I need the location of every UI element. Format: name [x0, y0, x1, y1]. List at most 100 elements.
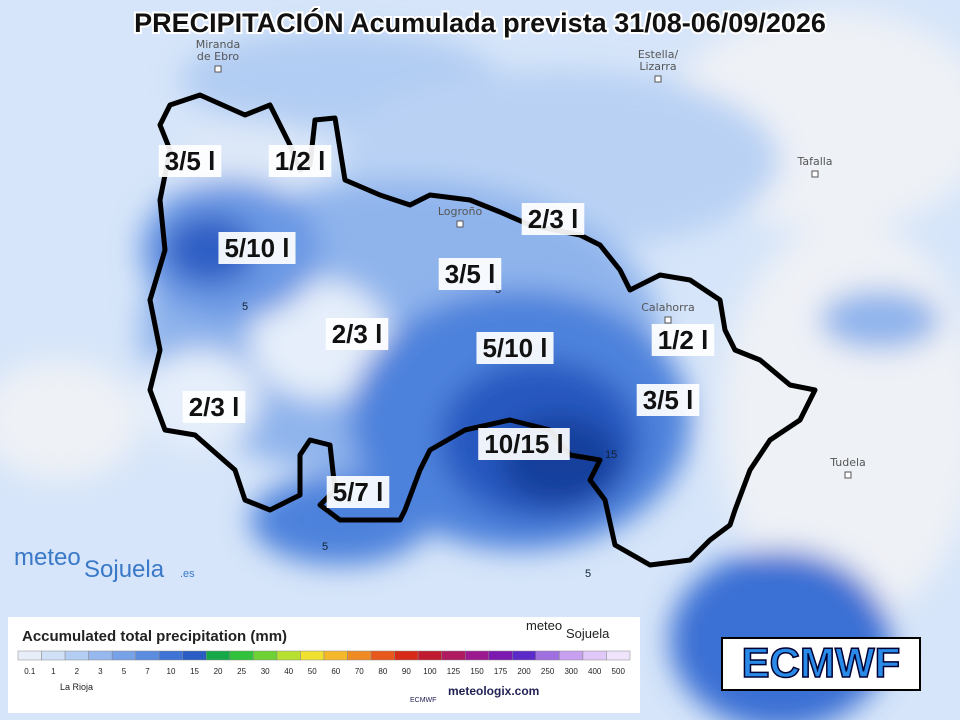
zone-label-bg [218, 232, 296, 264]
zone-label-bg [326, 476, 390, 508]
legend-swatch [17, 650, 42, 661]
legend-logo-place: Sojuela [566, 626, 610, 641]
legend-swatch [41, 650, 66, 661]
city-label: Logroño [438, 205, 483, 218]
legend-swatch [370, 650, 395, 661]
legend-tick: 3 [98, 667, 103, 676]
legend-swatch [347, 650, 372, 661]
logo-suffix: .es [180, 568, 195, 580]
legend-tick: 15 [190, 667, 199, 676]
legend-tick: 10 [167, 667, 176, 676]
city-marker [456, 220, 464, 228]
logo-name: meteo [14, 544, 81, 571]
legend-swatch [88, 650, 113, 661]
legend-tick: 500 [612, 667, 626, 676]
legend-swatch [276, 650, 301, 661]
legend-tick: 80 [378, 667, 387, 676]
legend-tick: 2 [75, 667, 80, 676]
legend-tick: 150 [470, 667, 484, 676]
legend-tick: 1 [51, 667, 56, 676]
zone-label: 3/5 l [445, 259, 496, 289]
legend-swatch [182, 650, 207, 661]
zone-label: 2/3 l [332, 319, 383, 349]
legend-swatch [582, 650, 607, 661]
legend-tick: 50 [308, 667, 317, 676]
model-name: ECMWF [742, 639, 901, 686]
legend-swatch [417, 650, 442, 661]
zone-label: 5/10 l [482, 333, 547, 363]
legend-tick: 25 [237, 667, 246, 676]
contour-label: 15 [605, 449, 617, 461]
legend-model: ECMWF [410, 697, 436, 704]
legend-tick: 175 [494, 667, 508, 676]
city-marker [664, 316, 672, 324]
city-marker [214, 65, 222, 73]
zone-label-bg [182, 391, 246, 423]
legend-swatch [111, 650, 136, 661]
legend-swatch [441, 650, 466, 661]
legend-tick: 0.1 [24, 667, 36, 676]
zone-label: 1/2 l [275, 146, 326, 176]
legend-tick: 30 [261, 667, 270, 676]
legend-swatch [488, 650, 513, 661]
legend-swatch [300, 650, 325, 661]
zone-label: 2/3 l [189, 392, 240, 422]
model-box [721, 637, 921, 691]
city-label: de Ebro [197, 50, 239, 63]
legend-tick: 5 [122, 667, 127, 676]
legend-box [8, 617, 640, 713]
legend-swatch [253, 650, 278, 661]
legend-tick: 250 [541, 667, 555, 676]
zone-label: 3/5 l [165, 146, 216, 176]
zone-label: 2/3 l [528, 204, 579, 234]
zone-label-bg [438, 258, 502, 290]
legend-tick: 7 [145, 667, 150, 676]
legend-tick: 40 [284, 667, 293, 676]
zone-label-bg [521, 203, 585, 235]
contour-label: 5 [585, 568, 591, 580]
contour-label: 5 [242, 301, 248, 313]
city-label: Tafalla [796, 155, 832, 168]
legend-tick: 70 [355, 667, 364, 676]
legend-swatch [206, 650, 231, 661]
legend-tick: 20 [214, 667, 223, 676]
city-label: Miranda [196, 38, 241, 51]
zone-label-bg [476, 332, 554, 364]
legend-tick: 400 [588, 667, 602, 676]
legend-brand: meteologix.com [448, 684, 539, 698]
city-label: Estella/ [638, 48, 679, 61]
legend-swatch [64, 650, 89, 661]
legend-tick: 125 [447, 667, 461, 676]
region-border [147, 92, 818, 568]
legend-tick: 300 [564, 667, 578, 676]
city-marker [844, 471, 852, 479]
zone-label: 10/15 l [484, 429, 564, 459]
city-label: Lizarra [639, 60, 676, 73]
zone-label-bg [478, 428, 570, 460]
zone-label-bg [651, 324, 715, 356]
city-label: Tudela [829, 456, 866, 469]
title: PRECIPITACIÓN Acumulada prevista 31/08-0… [134, 7, 826, 38]
logo-place: Sojuela [84, 556, 165, 583]
legend-swatch [229, 650, 254, 661]
zone-label-bg [158, 145, 222, 177]
city-marker [811, 170, 819, 178]
zone-label-bg [268, 145, 332, 177]
zone-label-bg [636, 384, 700, 416]
legend-swatch [394, 650, 419, 661]
legend-swatch [535, 650, 560, 661]
city-marker [654, 75, 662, 83]
legend-swatch [512, 650, 537, 661]
legend-tick: 100 [423, 667, 437, 676]
legend-tick: 90 [402, 667, 411, 676]
legend-region: La Rioja [60, 682, 93, 692]
legend-title: Accumulated total precipitation (mm) [22, 628, 287, 645]
zone-label: 3/5 l [643, 385, 694, 415]
legend-swatch [464, 650, 490, 661]
zone-label: 1/2 l [658, 325, 709, 355]
legend-swatch [323, 650, 348, 661]
zone-label: 5/7 l [333, 477, 384, 507]
legend-swatch [135, 650, 160, 661]
zone-label: 5/10 l [224, 233, 289, 263]
